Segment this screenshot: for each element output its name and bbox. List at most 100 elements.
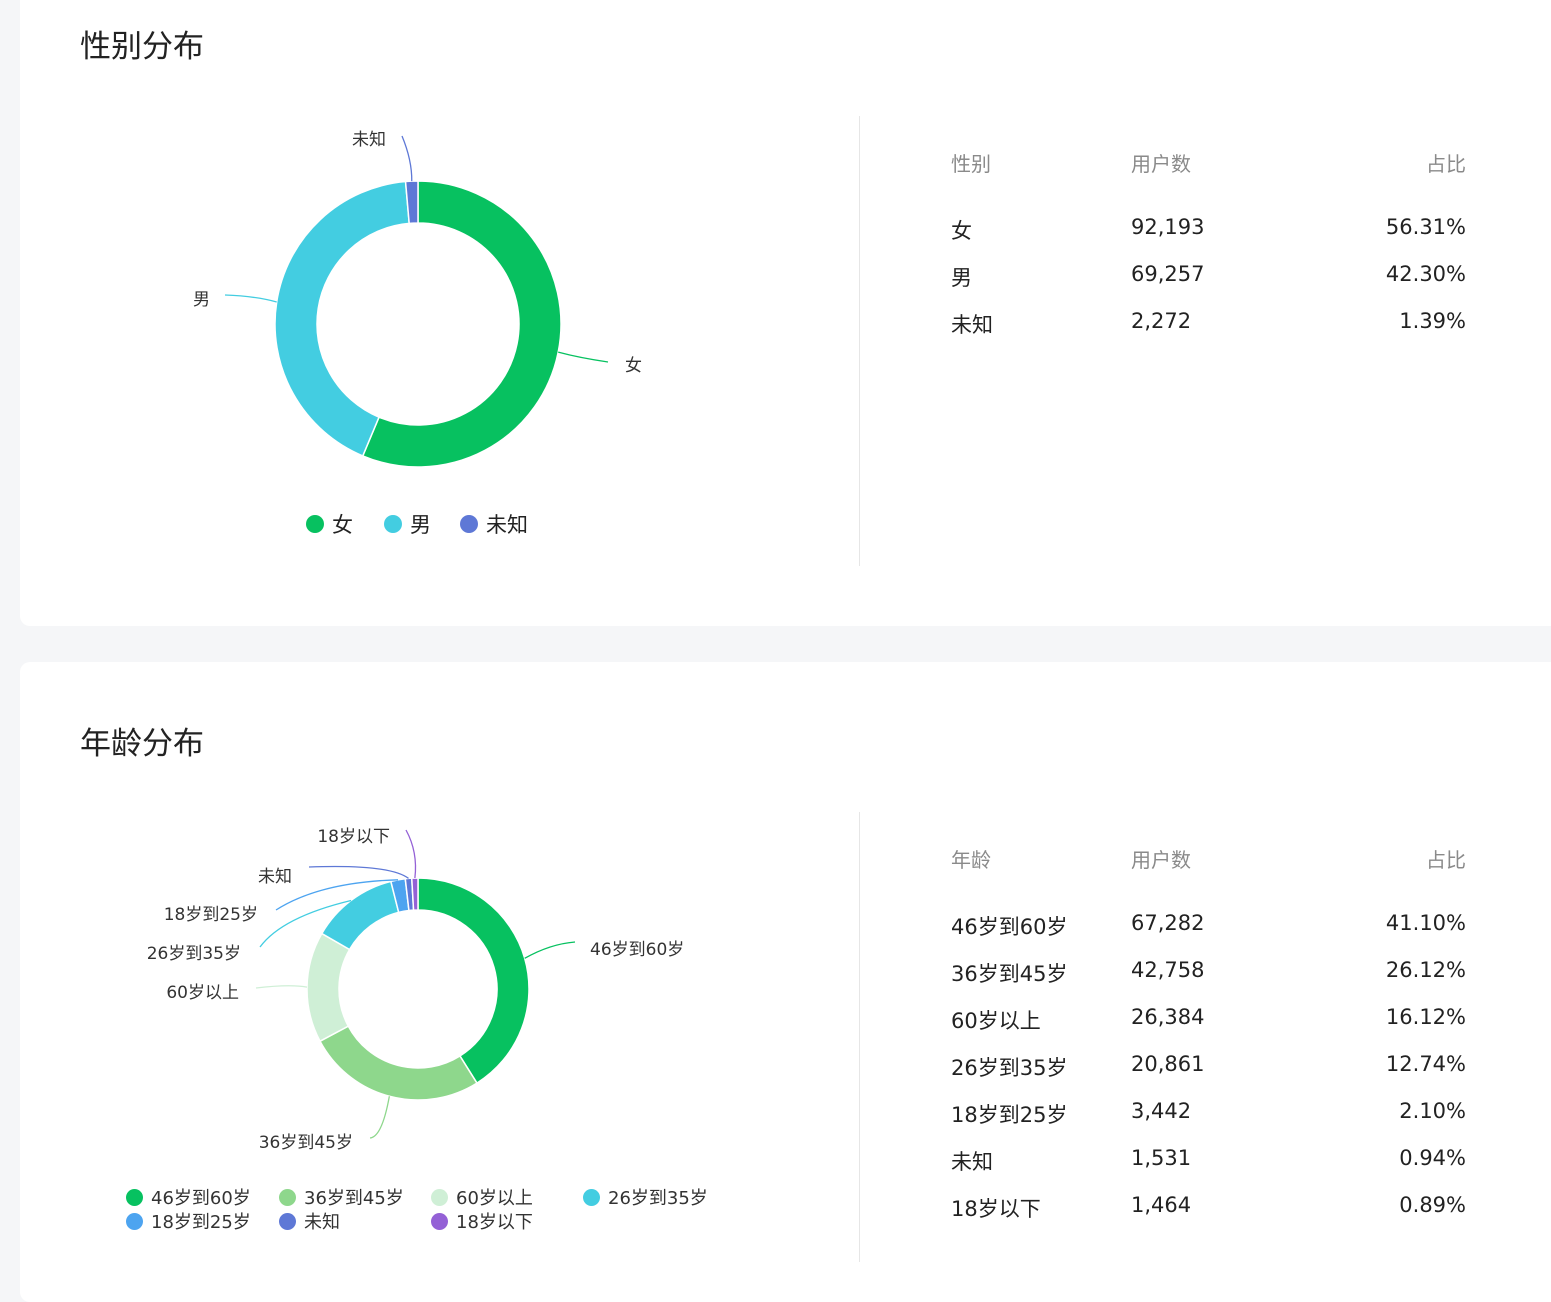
legend-label: 36岁到45岁 (304, 1188, 404, 1209)
donut-slice[interactable] (319, 1025, 478, 1101)
donut-slice[interactable] (404, 180, 419, 225)
row-count: 2,272 (1131, 309, 1192, 333)
age-title: 年龄分布 (80, 726, 204, 762)
slice-label: 女 (625, 356, 642, 376)
gender-divider (859, 116, 860, 566)
gender-donut-chart: 女 男 未知 (193, 130, 642, 468)
slice-label: 未知 (352, 130, 386, 150)
legend-item[interactable]: 男 (384, 509, 431, 539)
row-pct: 41.10% (1385, 911, 1466, 935)
legend-label: 未知 (486, 513, 528, 537)
age-divider (859, 812, 860, 1262)
legend-marker (384, 515, 402, 533)
row-label: 18岁到25岁 (951, 1103, 1068, 1127)
slice-leader-line (369, 1096, 391, 1139)
legend-label: 男 (410, 513, 431, 537)
slice-leader-line (224, 294, 277, 303)
legend-label: 26岁到35岁 (608, 1188, 708, 1209)
legend-label: 女 (332, 513, 353, 537)
slice-leader-line (259, 899, 352, 948)
row-label: 18岁以下 (951, 1197, 1041, 1221)
age-header-category: 年龄 (951, 848, 991, 872)
legend-marker (279, 1188, 296, 1206)
legend-label: 60岁以上 (456, 1188, 533, 1209)
legend-marker (279, 1212, 296, 1230)
legend-item[interactable]: 18岁以下 (431, 1208, 533, 1234)
gender-header-category: 性别 (951, 152, 991, 176)
slice-leader-line (275, 879, 399, 911)
slice-leader-line (558, 351, 609, 363)
slice-leader-line (405, 829, 417, 879)
age-card: 年龄分布 46岁到60岁 36岁到45岁 60岁以上 26岁到35岁 18岁到25岁 未知… (20, 662, 1551, 1302)
row-label: 46岁到60岁 (951, 915, 1068, 939)
slice-label: 未知 (258, 867, 292, 887)
row-label: 未知 (951, 1150, 993, 1174)
legend-label: 18岁到25岁 (151, 1212, 251, 1233)
legend-label: 未知 (304, 1212, 340, 1233)
gender-header-count: 用户数 (1131, 152, 1191, 176)
donut-slice[interactable] (410, 877, 419, 911)
donut-slice[interactable] (361, 180, 562, 468)
row-count: 42,758 (1131, 958, 1205, 982)
legend-label: 18岁以下 (456, 1212, 533, 1233)
age-header-count: 用户数 (1131, 848, 1191, 872)
legend-marker (583, 1188, 600, 1206)
row-pct: 42.30% (1385, 262, 1466, 286)
legend-item[interactable]: 女 (306, 509, 353, 539)
donut-slice[interactable] (274, 180, 411, 457)
row-label: 36岁到45岁 (951, 962, 1068, 986)
row-count: 69,257 (1131, 262, 1205, 286)
slice-leader-line (524, 941, 576, 959)
legend-item[interactable]: 未知 (460, 509, 528, 539)
row-pct: 1.39% (1399, 309, 1466, 333)
slice-label: 18岁到25岁 (164, 905, 258, 925)
row-count: 67,282 (1131, 911, 1205, 935)
slice-label: 男 (193, 290, 210, 310)
row-label: 未知 (951, 313, 993, 337)
row-count: 20,861 (1131, 1052, 1205, 1076)
row-pct: 0.94% (1399, 1146, 1466, 1170)
row-label: 60岁以上 (951, 1009, 1041, 1033)
donut-slice[interactable] (320, 880, 400, 951)
row-pct: 56.31% (1385, 215, 1466, 239)
row-pct: 2.10% (1399, 1099, 1466, 1123)
gender-title: 性别分布 (80, 29, 204, 65)
legend-marker (431, 1212, 448, 1230)
legend-item[interactable]: 26岁到35岁 (583, 1184, 708, 1210)
slice-leader-line (255, 985, 308, 989)
row-count: 26,384 (1131, 1005, 1205, 1029)
slice-leader-line (308, 865, 409, 879)
row-pct: 0.89% (1399, 1193, 1466, 1217)
legend-item[interactable]: 60岁以上 (431, 1184, 533, 1210)
legend-item[interactable]: 未知 (279, 1208, 340, 1234)
legend-item[interactable]: 18岁到25岁 (126, 1208, 251, 1234)
legend-item[interactable]: 46岁到60岁 (126, 1184, 251, 1210)
legend-marker (126, 1188, 143, 1206)
row-pct: 16.12% (1385, 1005, 1466, 1029)
slice-leader-line (401, 135, 413, 182)
gender-header-pct: 占比 (1426, 152, 1466, 176)
slice-label: 36岁到45岁 (259, 1133, 353, 1153)
slice-label: 26岁到35岁 (147, 944, 241, 964)
legend-marker (306, 515, 324, 533)
legend-marker (460, 515, 478, 533)
row-count: 1,464 (1131, 1193, 1192, 1217)
donut-slice[interactable] (306, 932, 351, 1043)
row-label: 26岁到35岁 (951, 1056, 1068, 1080)
row-label: 男 (951, 266, 972, 290)
legend-item[interactable]: 36岁到45岁 (279, 1184, 404, 1210)
legend-marker (126, 1212, 143, 1230)
row-count: 92,193 (1131, 215, 1205, 239)
row-count: 1,531 (1131, 1146, 1192, 1170)
row-pct: 12.74% (1385, 1052, 1466, 1076)
slice-label: 18岁以下 (317, 827, 390, 847)
gender-card: 性别分布 女男未知 女男未知 性别 用户数 占比 女 92,193 56.31%… (20, 0, 1551, 626)
slice-label: 60岁以上 (166, 983, 239, 1003)
row-count: 3,442 (1131, 1099, 1192, 1123)
row-pct: 26.12% (1385, 958, 1466, 982)
legend-marker (431, 1188, 448, 1206)
donut-slice[interactable] (417, 877, 530, 1085)
age-header-pct: 占比 (1426, 848, 1466, 872)
legend-label: 46岁到60岁 (151, 1188, 251, 1209)
